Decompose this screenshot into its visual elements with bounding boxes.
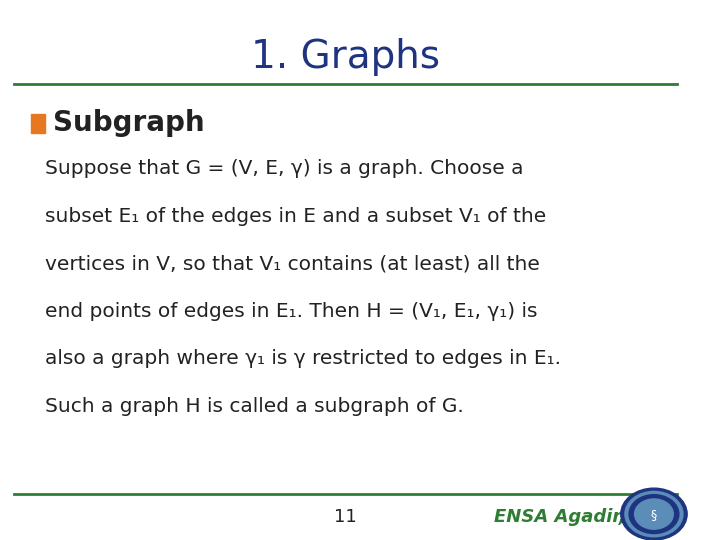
Bar: [31, 114, 45, 133]
Text: ENSA Agadir, 2014: ENSA Agadir, 2014: [494, 508, 682, 526]
Text: also a graph where γ₁ is γ restricted to edges in E₁.: also a graph where γ₁ is γ restricted to…: [45, 349, 561, 368]
Text: 11: 11: [334, 508, 357, 526]
Circle shape: [634, 499, 673, 529]
Text: Subgraph: Subgraph: [53, 109, 205, 137]
Text: vertices in V, so that V₁ contains (at least) all the: vertices in V, so that V₁ contains (at l…: [45, 254, 540, 273]
Circle shape: [625, 491, 683, 537]
Text: end points of edges in E₁. Then H = (V₁, E₁, γ₁) is: end points of edges in E₁. Then H = (V₁,…: [45, 302, 537, 321]
Circle shape: [621, 488, 687, 540]
Circle shape: [629, 495, 679, 534]
Text: §: §: [651, 508, 657, 521]
Text: Suppose that G = (V, E, γ) is a graph. Choose a: Suppose that G = (V, E, γ) is a graph. C…: [45, 159, 523, 178]
Text: subset E₁ of the edges in E and a subset V₁ of the: subset E₁ of the edges in E and a subset…: [45, 207, 546, 226]
Text: Such a graph H is called a subgraph of G.: Such a graph H is called a subgraph of G…: [45, 397, 464, 416]
Text: 1. Graphs: 1. Graphs: [251, 38, 440, 76]
